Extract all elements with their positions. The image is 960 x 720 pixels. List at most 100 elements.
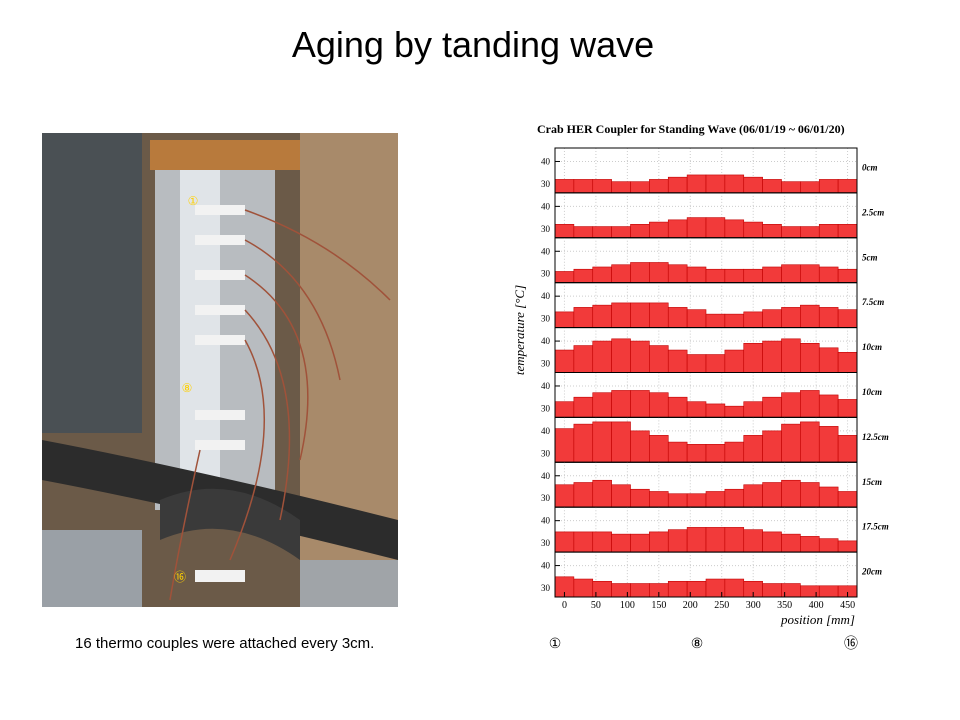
panel-label: 0cm [862, 162, 878, 172]
bar [781, 264, 801, 283]
bar [781, 338, 801, 373]
bar [573, 578, 594, 598]
y-tick-label: 40 [541, 336, 551, 346]
bar [592, 392, 612, 418]
bar [554, 428, 575, 463]
bar [762, 309, 782, 328]
bar [611, 338, 631, 373]
bar [573, 531, 594, 553]
bar [705, 313, 726, 328]
bar [573, 307, 594, 328]
bar [573, 482, 594, 508]
bar [554, 224, 575, 239]
bar [762, 430, 782, 463]
bar [592, 421, 612, 463]
x-tick-label: 150 [651, 600, 666, 611]
bar [649, 221, 669, 239]
bar [686, 444, 707, 463]
bar [686, 401, 707, 418]
x-tick-label: 350 [777, 600, 792, 611]
y-tick-label: 30 [541, 314, 551, 324]
bar [800, 482, 820, 508]
bar [781, 307, 801, 328]
bar [781, 226, 801, 239]
bar [611, 226, 631, 239]
bar [611, 181, 631, 194]
panel-label: 10cm [862, 387, 882, 397]
bar [667, 529, 688, 553]
y-tick-label: 40 [541, 246, 551, 256]
bar [705, 268, 726, 284]
bar [686, 266, 707, 283]
bar [592, 531, 612, 553]
bar [762, 482, 782, 508]
photo-label: ⑯ [174, 570, 186, 584]
bar [667, 580, 688, 598]
y-tick-label: 40 [541, 156, 551, 166]
panel-label: 10cm [862, 342, 882, 352]
bar [762, 531, 782, 553]
bar [743, 401, 763, 418]
bar [837, 435, 858, 463]
bar [818, 486, 839, 508]
position-marker: ⑯ [844, 635, 858, 651]
bar [649, 491, 669, 508]
bar [611, 390, 631, 418]
bar [705, 217, 726, 239]
bar [743, 221, 763, 239]
bar [667, 307, 688, 328]
bar [800, 343, 820, 373]
bar [837, 179, 858, 194]
bar [611, 421, 631, 463]
panel-border [554, 551, 858, 598]
bar [818, 426, 839, 463]
panel-label: 15cm [862, 477, 882, 487]
bar [667, 493, 688, 508]
bar [630, 533, 650, 553]
bar [781, 181, 801, 194]
bar [837, 224, 858, 239]
bar [630, 302, 650, 328]
x-axis-label: position [mm] [780, 612, 855, 627]
bar [837, 540, 858, 553]
bar [630, 583, 650, 598]
x-tick-label: 250 [714, 600, 729, 611]
bar [667, 396, 688, 418]
bar [649, 392, 669, 418]
bar [762, 340, 782, 373]
bar [800, 304, 820, 328]
bar [743, 176, 763, 194]
bar [724, 174, 745, 194]
x-tick-label: 400 [809, 600, 824, 611]
bar [837, 309, 858, 328]
bar [592, 304, 612, 328]
bar [611, 484, 631, 508]
bar [630, 430, 650, 463]
bar [762, 583, 782, 598]
bar [667, 349, 688, 373]
bar [630, 390, 650, 418]
bar [743, 343, 763, 373]
bar [554, 349, 575, 373]
bar [781, 392, 801, 418]
bar [818, 224, 839, 239]
bar [705, 403, 726, 418]
bar [630, 340, 650, 373]
bar [837, 399, 858, 418]
bar [818, 179, 839, 194]
y-tick-label: 30 [541, 538, 551, 548]
bar [837, 491, 858, 508]
panel-label: 20cm [861, 567, 882, 577]
bar [649, 345, 669, 373]
bar [724, 313, 745, 328]
bar [592, 479, 612, 508]
bar [705, 354, 726, 373]
bar [837, 351, 858, 373]
y-tick-label: 40 [541, 291, 551, 301]
bar [743, 529, 763, 553]
bar [724, 405, 745, 418]
bar [630, 488, 650, 508]
y-axis-label: temperature [°C] [512, 285, 527, 375]
bar [592, 226, 612, 239]
